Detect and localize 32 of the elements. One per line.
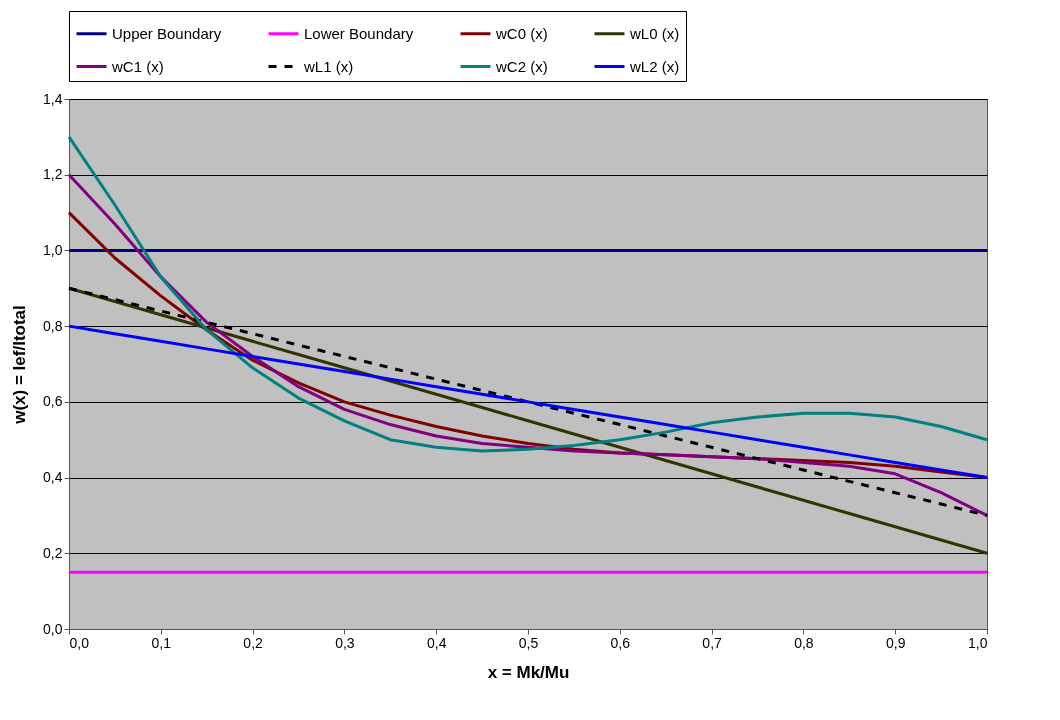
legend-label: wL1 (x) [303,57,354,75]
x-tick-label: 0,5 [518,634,539,651]
y-tick-label: 0,6 [43,393,63,410]
x-tick-label: 0,4 [426,634,447,651]
x-tick-label: 0,9 [885,634,906,651]
y-axis-title: w(x) = Ief/Itotal [10,305,30,425]
y-tick-label: 0,4 [43,469,63,486]
line-series [67,324,989,480]
legend-label: wC2 (x) [495,57,548,75]
legend-label: wC1 (x) [111,57,164,75]
y-tick-label: 1,0 [43,241,63,258]
legend-label: Upper Boundary [112,24,222,42]
x-tick-label: 0,1 [151,634,172,651]
legend-label: wC0 (x) [495,24,548,42]
x-tick-label: 0,0 [69,634,90,651]
legend-label: wL2 (x) [629,57,680,75]
x-tick-label: 0,3 [335,634,355,651]
x-tick-label: 0,2 [243,634,264,651]
y-tick-label: 0,8 [43,317,63,334]
line-series [67,135,989,453]
y-tick-label: 0,0 [43,620,63,637]
x-tick-label: 1,0 [968,634,988,651]
x-tick-label: 0,6 [610,634,631,651]
x-tick-label: 0,7 [702,634,723,651]
legend-label: Lower Boundary [304,24,414,42]
y-tick-label: 1,4 [43,90,63,107]
y-tick-label: 0,2 [43,544,63,561]
line-series [67,173,989,517]
y-tick-label: 1,2 [43,166,63,183]
x-tick-label: 0,8 [794,634,814,651]
x-axis-title: x = Mk/Mu [487,662,570,682]
legend-label: wL0 (x) [629,24,680,42]
